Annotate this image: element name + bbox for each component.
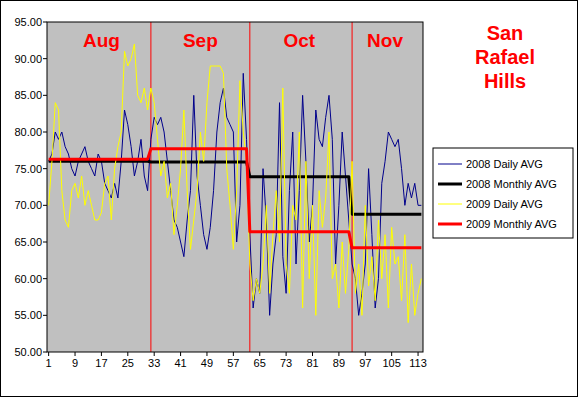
month-boundary xyxy=(150,22,151,352)
series-line xyxy=(49,73,422,315)
y-tick xyxy=(43,315,47,316)
title: SanRafaelHills xyxy=(475,22,535,92)
x-tick-label: 65 xyxy=(254,357,266,369)
x-tick xyxy=(233,352,234,356)
x-tick-label: 57 xyxy=(227,357,239,369)
x-tick xyxy=(127,352,128,356)
y-tick-label: 90.00 xyxy=(14,53,42,65)
x-tick xyxy=(259,352,260,356)
y-tick-label: 85.00 xyxy=(14,89,42,101)
legend-swatch xyxy=(438,164,462,165)
x-tick-label: 97 xyxy=(359,357,371,369)
x-tick xyxy=(154,352,155,356)
x-tick xyxy=(48,352,49,356)
legend-label: 2008 Daily AVG xyxy=(466,158,543,170)
legend-label: 2009 Daily AVG xyxy=(466,198,543,210)
plot-marks xyxy=(49,22,422,352)
x-tick xyxy=(365,352,366,356)
legend-swatch xyxy=(438,223,462,226)
x-tick-label: 33 xyxy=(148,357,160,369)
legend-box xyxy=(433,148,573,238)
month-label: Oct xyxy=(283,30,315,51)
x-tick xyxy=(312,352,313,356)
x-tick xyxy=(206,352,207,356)
y-tick-label: 55.00 xyxy=(14,309,42,321)
x-tick xyxy=(391,352,392,356)
y-tick xyxy=(43,278,47,279)
series-line xyxy=(49,44,422,323)
background xyxy=(1,1,578,397)
x-tick-label: 73 xyxy=(280,357,292,369)
x-tick-label: 105 xyxy=(382,357,400,369)
y-tick xyxy=(43,242,47,243)
x-tick xyxy=(101,352,102,356)
y-tick-label: 75.00 xyxy=(14,163,42,175)
title-line: Rafael xyxy=(475,46,535,68)
y-tick xyxy=(43,205,47,206)
x-tick-label: 1 xyxy=(46,357,52,369)
x-tick-label: 41 xyxy=(174,357,186,369)
plot-frame xyxy=(47,22,423,352)
x-tick-label: 81 xyxy=(306,357,318,369)
y-tick-label: 50.00 xyxy=(14,346,42,358)
x-tick xyxy=(75,352,76,356)
x-tick-label: 9 xyxy=(72,357,78,369)
y-tick xyxy=(43,168,47,169)
x-tick xyxy=(286,352,287,356)
series-line xyxy=(49,149,422,248)
x-tick xyxy=(180,352,181,356)
y-tick xyxy=(43,132,47,133)
x-tick xyxy=(338,352,339,356)
title-line: Hills xyxy=(484,70,526,92)
x-tick-label: 113 xyxy=(409,357,427,369)
y-tick-label: 95.00 xyxy=(14,16,42,28)
y-tick xyxy=(43,95,47,96)
x-tick-label: 17 xyxy=(95,357,107,369)
chart: 50.00 55.00 60.00 65.00 70.00 75.00 80.00 85.00… xyxy=(0,0,578,397)
legend-label: 2008 Monthly AVG xyxy=(466,178,557,190)
y-tick xyxy=(43,22,47,23)
x-tick-label: 25 xyxy=(122,357,134,369)
y-tick xyxy=(43,58,47,59)
y-tick xyxy=(43,352,47,353)
x-tick-label: 89 xyxy=(333,357,345,369)
y-tick-label: 60.00 xyxy=(14,273,42,285)
y-tick-label: 65.00 xyxy=(14,236,42,248)
month-label: Aug xyxy=(83,30,120,51)
month-label: Sep xyxy=(183,30,218,51)
legend-swatch xyxy=(438,183,462,186)
title-line: San xyxy=(487,22,524,44)
y-tick-label: 70.00 xyxy=(14,199,42,211)
month-label: Nov xyxy=(367,30,403,51)
x-tick-label: 49 xyxy=(201,357,213,369)
plot-area xyxy=(47,22,423,352)
legend-swatch xyxy=(438,204,462,205)
legend-label: 2009 Monthly AVG xyxy=(466,218,557,230)
x-tick xyxy=(418,352,419,356)
y-tick-label: 80.00 xyxy=(14,126,42,138)
